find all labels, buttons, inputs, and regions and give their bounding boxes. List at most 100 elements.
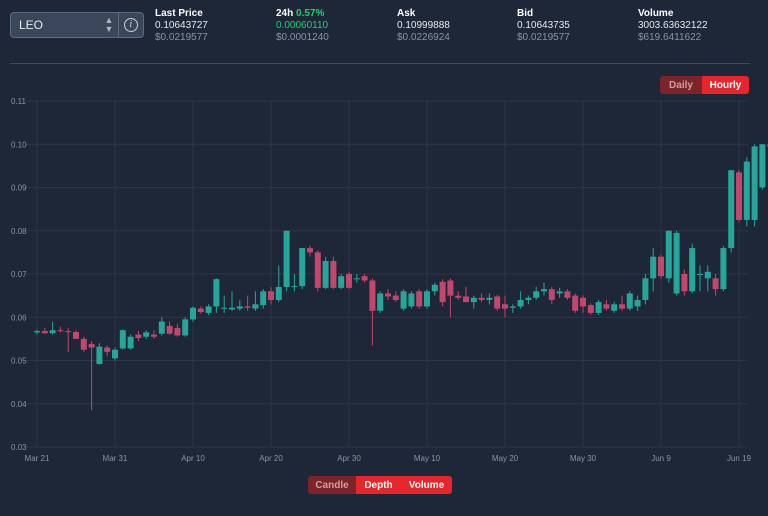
candle-body (751, 146, 758, 220)
candle-body (603, 304, 610, 309)
stat-24h-label: 24h (276, 8, 294, 19)
x-tick-label: Apr 20 (259, 454, 283, 463)
candle-body (314, 252, 321, 288)
candle-body (580, 297, 586, 307)
candle-body (564, 291, 571, 298)
candle-body (34, 331, 40, 333)
candle-body (650, 256, 657, 279)
stat-bid: Bid 0.10643735 $0.0219577 (517, 8, 570, 44)
candle-body (307, 248, 313, 253)
interval-toggle: Daily Hourly (660, 76, 749, 94)
candle-body (299, 248, 306, 287)
candle-body (158, 321, 165, 334)
candle-body (330, 261, 337, 288)
stat-24h-value: 0.00060110 (276, 20, 329, 31)
candle-body (135, 334, 142, 339)
candle-body (385, 293, 391, 297)
stat-last-price-label: Last Price (155, 8, 203, 19)
x-tick-label: Jun 9 (651, 454, 671, 463)
stat-24h-usd: $0.0001240 (276, 32, 329, 43)
daily-button[interactable]: Daily (660, 76, 702, 94)
candle-body (197, 308, 204, 313)
header-divider (10, 63, 750, 64)
candle-body (494, 296, 501, 309)
candle-body (377, 293, 384, 311)
x-tick-label: Jun 19 (727, 454, 752, 463)
candle-body (463, 296, 469, 303)
candle-body (611, 304, 618, 311)
pair-select-value: LEO (19, 18, 44, 32)
candle-body (681, 274, 688, 292)
candle-body (455, 295, 462, 298)
candle-body (190, 307, 196, 320)
stat-ask-label: Ask (397, 8, 416, 19)
candle-body (229, 307, 235, 310)
candle-body (439, 281, 446, 303)
volume-button[interactable]: Volume (401, 476, 452, 494)
stat-24h-change: 24h 0.57% 0.00060110 $0.0001240 (276, 8, 329, 44)
candle-body (720, 248, 727, 290)
candle-body (517, 299, 524, 307)
x-tick-label: Mar 21 (25, 454, 50, 463)
x-tick-label: Apr 30 (337, 454, 361, 463)
candle-body (759, 144, 766, 188)
stat-last-price-usd: $0.0219577 (155, 32, 208, 43)
x-tick-label: May 10 (414, 454, 441, 463)
candle-body (712, 278, 719, 290)
candle-body (268, 291, 274, 300)
y-tick-label: 0.03 (11, 443, 27, 452)
y-tick-label: 0.10 (11, 140, 27, 149)
info-button[interactable]: i (118, 13, 143, 37)
candle-body (291, 286, 298, 288)
candle-body (361, 276, 368, 281)
stat-ask-usd: $0.0226924 (397, 32, 450, 43)
candle-body (533, 291, 540, 298)
candle-body (728, 170, 735, 249)
x-tick-label: Apr 10 (181, 454, 205, 463)
candle-body (587, 305, 594, 313)
candle-body (478, 297, 485, 300)
candle-body (626, 293, 633, 309)
candle-body (104, 347, 111, 352)
stat-last-price: Last Price 0.10643727 $0.0219577 (155, 8, 208, 44)
y-tick-label: 0.05 (11, 357, 27, 366)
pair-select[interactable]: LEO ▲ ▼ i (10, 12, 144, 38)
candle-body (49, 330, 56, 334)
candle-body (80, 338, 87, 350)
candle-body (704, 271, 711, 279)
stat-bid-value: 0.10643735 (517, 20, 570, 31)
candle-body (322, 261, 329, 288)
candle-body (346, 274, 352, 288)
candle-body (697, 274, 703, 275)
candle-body (41, 331, 48, 334)
candle-body (151, 334, 157, 337)
stat-ask: Ask 0.10999888 $0.0226924 (397, 8, 450, 44)
candle-body (541, 289, 547, 292)
candle-body (595, 302, 602, 313)
candle-body (338, 276, 345, 288)
candle-body (509, 306, 516, 308)
stat-volume-label: Volume (638, 8, 674, 19)
candle-body (221, 307, 228, 309)
candle-body (182, 319, 189, 336)
candle-body (447, 280, 454, 296)
candle-body (408, 293, 415, 307)
x-tick-label: May 20 (492, 454, 519, 463)
stat-volume-value: 3003.63632122 (638, 20, 708, 31)
candle-body (88, 344, 95, 348)
candle-button[interactable]: Candle (308, 476, 356, 494)
candle-body (96, 346, 103, 364)
stat-bid-usd: $0.0219577 (517, 32, 570, 43)
candle-body (736, 172, 742, 220)
candle-body (619, 304, 625, 309)
candle-body (634, 299, 641, 307)
candle-body (119, 330, 126, 349)
stat-24h-percent: 0.57% (296, 8, 325, 19)
candle-body (143, 332, 150, 337)
y-tick-label: 0.06 (11, 313, 27, 322)
hourly-button[interactable]: Hourly (702, 76, 749, 94)
candle-body (127, 336, 134, 349)
stat-last-price-value: 0.10643727 (155, 20, 208, 31)
depth-button[interactable]: Depth (356, 476, 401, 494)
